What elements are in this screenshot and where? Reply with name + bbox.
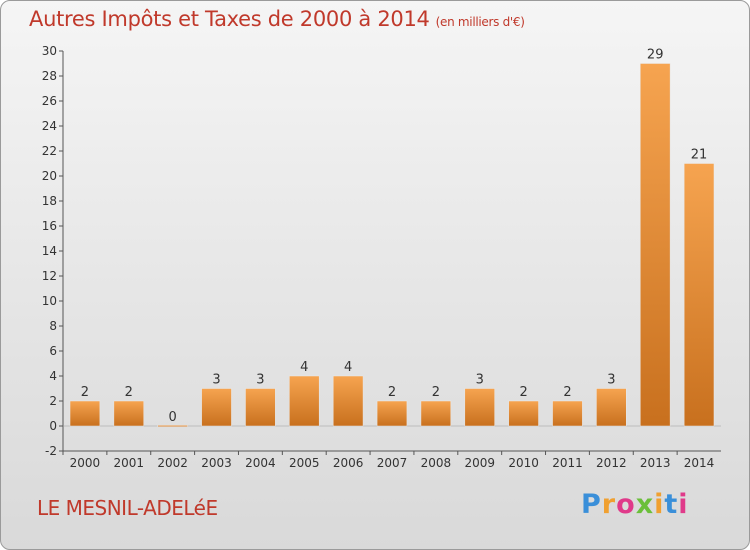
y-tick-label: 2 [49,394,57,408]
x-tick-label: 2012 [596,456,627,470]
y-tick-label: 12 [42,269,57,283]
data-label-2014: 21 [691,148,708,163]
x-tick-label: 2014 [684,456,715,470]
x-tick-label: 2000 [70,456,101,470]
bar-2002 [157,425,188,427]
bar-2009 [464,388,495,427]
y-tick-label: 24 [42,119,57,133]
x-tick-label: 2002 [157,456,188,470]
data-label-2005: 4 [300,360,308,375]
bar-2001 [113,400,144,427]
x-tick-label: 2009 [464,456,495,470]
bar-2003 [201,388,232,427]
x-tick-label: 2013 [640,456,671,470]
y-tick-label: 30 [42,44,57,58]
bar-2008 [420,400,452,427]
x-tick-label: 2011 [552,456,583,470]
data-label-2006: 4 [344,360,352,375]
bar-2014 [683,163,715,427]
bar-2006 [332,375,364,427]
x-tick-label: 2001 [114,456,145,470]
proxiti-logo-letter: P [581,489,602,520]
x-tick-label: 2008 [421,456,452,470]
data-label-2012: 3 [607,373,615,388]
data-label-2004: 3 [256,373,264,388]
y-tick-label: 10 [42,294,57,308]
x-tick-label: 2006 [333,456,364,470]
proxiti-logo-letter: r [601,489,617,520]
x-tick-label: 2003 [201,456,232,470]
y-tick-label: 16 [42,219,57,233]
bar-2011 [552,400,583,427]
y-tick-label: 18 [42,194,57,208]
y-tick-label: -2 [45,444,57,458]
y-tick-label: 4 [49,369,57,383]
x-tick-label: 2010 [508,456,539,470]
proxiti-logo: Proxiti [581,489,689,520]
y-tick-label: 6 [49,344,57,358]
data-label-2013: 29 [647,48,664,63]
bar-2004 [245,388,276,427]
bar-2012 [596,388,627,427]
y-tick-label: 8 [49,319,57,333]
y-tick-label: 28 [42,69,57,83]
data-label-2010: 2 [519,385,527,400]
chart-title: Autres Impôts et Taxes de 2000 à 2014 (en… [29,7,525,31]
proxiti-logo-letter: i [654,489,665,520]
data-label-2000: 2 [81,385,89,400]
data-label-2001: 2 [125,385,133,400]
chart-subtitle: (en milliers d'€) [435,15,525,29]
bar-2005 [289,375,320,427]
data-label-2003: 3 [212,373,220,388]
chart-bars [69,63,715,427]
proxiti-logo-letter: x [635,489,655,520]
y-tick-label: 14 [42,244,57,258]
bar-2007 [376,400,408,427]
proxiti-logo-letter: i [678,489,689,520]
chart-data-labels: 2 2 0 3 3 4 4 2 2 3 2 2 3 29 21 [81,48,708,426]
x-tick-label: 2004 [245,456,276,470]
data-label-2007: 2 [388,385,396,400]
data-label-2009: 3 [476,373,484,388]
data-label-2011: 2 [563,385,571,400]
x-tick-label: 2007 [377,456,408,470]
data-label-2002: 0 [169,410,177,425]
x-tick-label: 2005 [289,456,320,470]
y-tick-label: 22 [42,144,57,158]
y-tick-label: 26 [42,94,57,108]
bar-2010 [508,400,539,427]
data-label-2008: 2 [432,385,440,400]
bar-2013 [640,63,671,427]
proxiti-logo-letter: o [616,489,636,520]
bar-2000 [69,400,101,427]
y-tick-label: 0 [49,419,57,433]
y-tick-label: 20 [42,169,57,183]
chart-title-text: Autres Impôts et Taxes de 2000 à 2014 [29,7,430,31]
city-name: LE MESNIL-ADELéE [37,496,218,520]
proxiti-logo-letter: t [664,489,679,520]
